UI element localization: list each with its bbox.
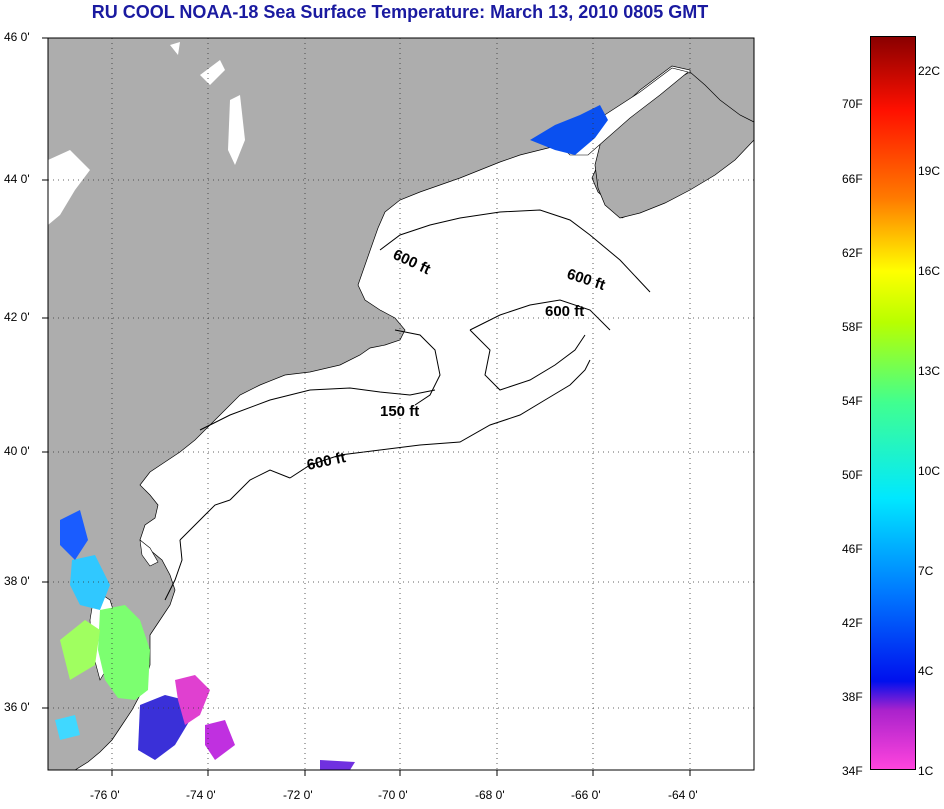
bathymetry-contours: [164, 209, 651, 601]
tick-marks: [42, 37, 691, 776]
colorbar-f-label: 50F: [842, 468, 863, 482]
map-frame: [47, 37, 755, 771]
colorbar-f-label: 62F: [842, 246, 863, 260]
lon-tick-label: -76 0': [90, 788, 120, 802]
lon-tick-label: -70 0': [378, 788, 408, 802]
temperature-colorbar: [870, 36, 916, 770]
delaware-bay: [139, 539, 159, 567]
contour-label: 150 ft: [380, 403, 419, 420]
colorbar-f-label: 46F: [842, 542, 863, 556]
lon-tick-label: -64 0': [668, 788, 698, 802]
lake: [228, 95, 245, 165]
colorbar-f-label: 42F: [842, 616, 863, 630]
colorbar-c-label: 4C: [918, 664, 934, 678]
colorbar-f-label: 70F: [842, 97, 863, 111]
lake: [200, 60, 225, 85]
lake: [48, 150, 90, 225]
lon-tick-label: -68 0': [475, 788, 505, 802]
lat-tick-label: 42 0': [4, 310, 30, 324]
lat-tick-label: 38 0': [4, 574, 30, 588]
lat-tick-label: 44 0': [4, 172, 30, 186]
colorbar-c-label: 13C: [918, 364, 941, 378]
colorbar-f-label: 38F: [842, 690, 863, 704]
colorbar-f-label: 66F: [842, 172, 863, 186]
lat-tick-label: 40 0': [4, 444, 30, 458]
colorbar-c-label: 1C: [918, 764, 934, 778]
lon-tick-label: -74 0': [186, 788, 216, 802]
lon-tick-label: -72 0': [283, 788, 313, 802]
sst-patches: [55, 105, 608, 770]
lat-tick-label: 46 0': [4, 30, 30, 44]
grid-lines: [48, 38, 754, 770]
contour-label: 600 ft: [545, 303, 584, 320]
colorbar-c-label: 16C: [918, 264, 941, 278]
lat-tick-label: 36 0': [4, 700, 30, 714]
colorbar-f-label: 58F: [842, 320, 863, 334]
map-title: RU COOL NOAA-18 Sea Surface Temperature:…: [91, 2, 709, 22]
colorbar-c-label: 22C: [918, 64, 941, 78]
colorbar-f-label: 34F: [842, 764, 863, 778]
colorbar-c-label: 10C: [918, 464, 941, 478]
lon-tick-label: -66 0': [571, 788, 601, 802]
lake: [170, 42, 180, 55]
colorbar-c-label: 7C: [918, 564, 934, 578]
colorbar-f-label: 54F: [842, 394, 863, 408]
colorbar-c-label: 19C: [918, 164, 941, 178]
